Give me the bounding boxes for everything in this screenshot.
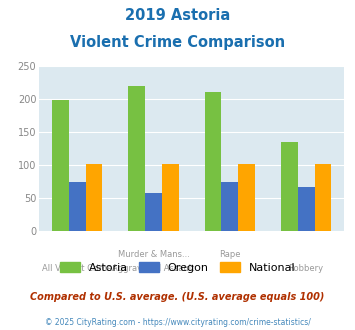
- Bar: [315, 164, 331, 231]
- Text: Violent Crime Comparison: Violent Crime Comparison: [70, 35, 285, 50]
- Text: Murder & Mans...: Murder & Mans...: [118, 250, 190, 259]
- Bar: [52, 100, 69, 231]
- Bar: [69, 182, 86, 231]
- Text: Rape: Rape: [219, 250, 241, 259]
- Bar: [205, 92, 222, 231]
- Legend: Astoria, Oregon, National: Astoria, Oregon, National: [55, 258, 300, 278]
- Bar: [281, 142, 298, 231]
- Text: 2019 Astoria: 2019 Astoria: [125, 8, 230, 23]
- Bar: [298, 187, 315, 231]
- Text: Compared to U.S. average. (U.S. average equals 100): Compared to U.S. average. (U.S. average …: [30, 292, 325, 302]
- Bar: [238, 164, 255, 231]
- Bar: [129, 86, 145, 231]
- Bar: [86, 164, 102, 231]
- Bar: [145, 193, 162, 231]
- Text: © 2025 CityRating.com - https://www.cityrating.com/crime-statistics/: © 2025 CityRating.com - https://www.city…: [45, 318, 310, 327]
- Text: All Violent Crime: All Violent Crime: [42, 264, 112, 273]
- Text: Aggravated Assault: Aggravated Assault: [112, 264, 195, 273]
- Bar: [222, 182, 238, 231]
- Bar: [162, 164, 179, 231]
- Text: Robbery: Robbery: [289, 264, 324, 273]
